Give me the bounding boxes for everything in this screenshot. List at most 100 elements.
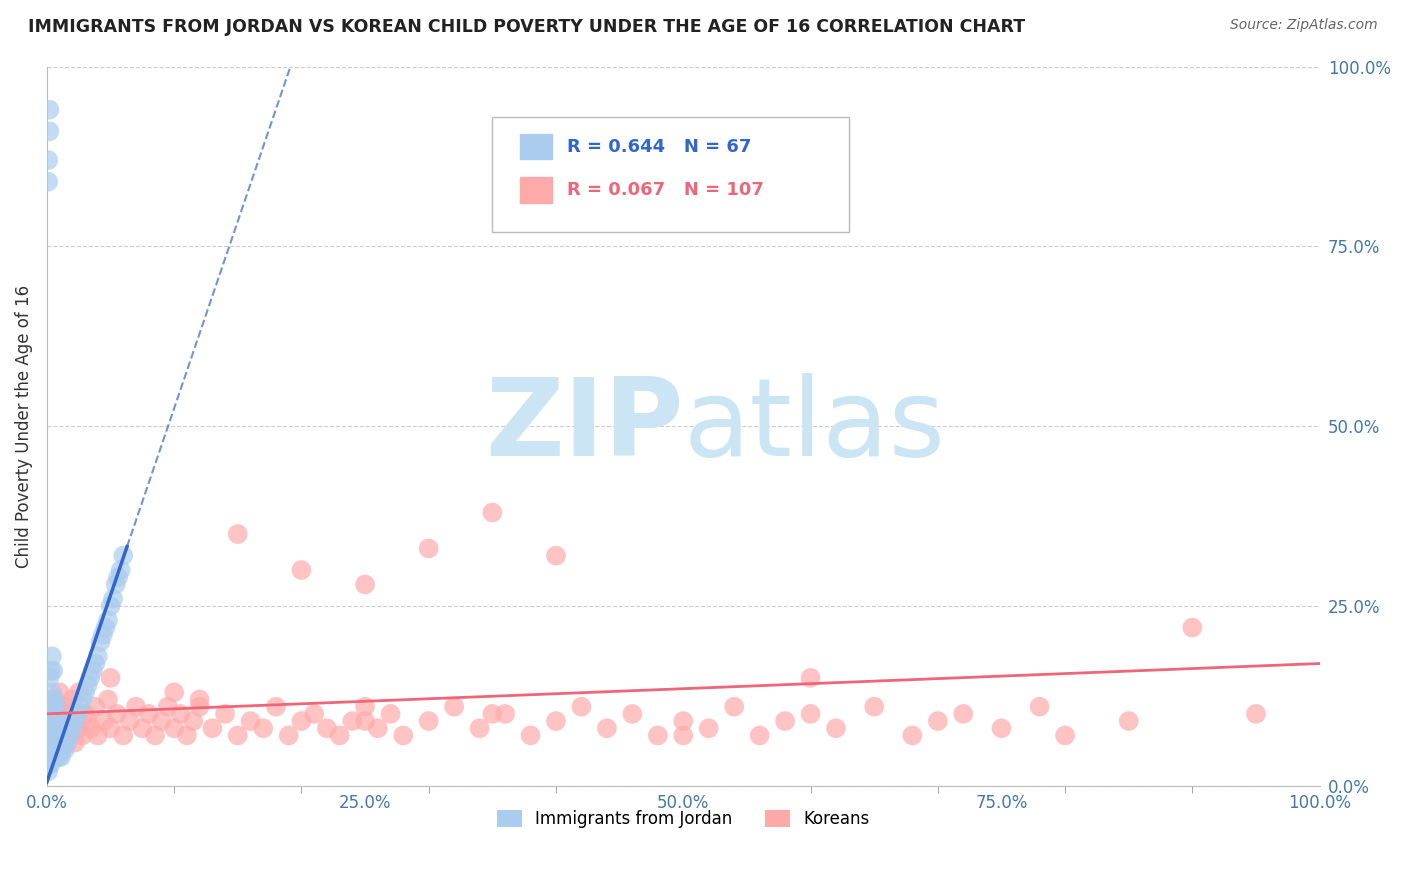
Point — [380, 706, 402, 721]
Point — [519, 728, 541, 742]
Point — [69, 699, 91, 714]
Point — [48, 685, 70, 699]
Point — [201, 721, 224, 735]
Point — [72, 728, 94, 742]
Point — [39, 736, 62, 750]
Point — [45, 728, 67, 742]
Point — [1118, 714, 1140, 728]
Point — [104, 577, 127, 591]
Point — [181, 714, 204, 728]
Point — [67, 685, 90, 699]
Point — [41, 728, 63, 742]
Point — [169, 706, 191, 721]
Point — [48, 714, 70, 728]
Point — [952, 706, 974, 721]
Point — [60, 692, 83, 706]
Text: atlas: atlas — [683, 373, 945, 479]
Legend: Immigrants from Jordan, Koreans: Immigrants from Jordan, Koreans — [489, 804, 877, 835]
Point — [799, 706, 821, 721]
Point — [621, 706, 644, 721]
Point — [45, 750, 67, 764]
Point — [418, 541, 440, 556]
Point — [46, 714, 69, 728]
Point — [42, 714, 65, 728]
Point — [39, 664, 62, 678]
Point — [107, 570, 129, 584]
Point — [990, 721, 1012, 735]
Point — [112, 549, 135, 563]
Point — [76, 714, 98, 728]
Point — [46, 743, 69, 757]
Point — [46, 736, 69, 750]
Point — [37, 721, 59, 735]
Point — [55, 728, 77, 742]
Point — [37, 692, 59, 706]
Point — [290, 563, 312, 577]
Point — [39, 699, 62, 714]
Point — [481, 706, 503, 721]
Point — [596, 721, 619, 735]
Point — [97, 692, 120, 706]
Point — [290, 714, 312, 728]
Point — [38, 124, 60, 138]
Point — [188, 699, 211, 714]
Point — [46, 750, 69, 764]
Text: IMMIGRANTS FROM JORDAN VS KOREAN CHILD POVERTY UNDER THE AGE OF 16 CORRELATION C: IMMIGRANTS FROM JORDAN VS KOREAN CHILD P… — [28, 18, 1025, 36]
Point — [37, 764, 59, 779]
Point — [239, 714, 262, 728]
Point — [38, 736, 60, 750]
Point — [329, 728, 352, 742]
Point — [66, 706, 89, 721]
Point — [277, 728, 299, 742]
Point — [84, 699, 107, 714]
Point — [52, 706, 75, 721]
Point — [647, 728, 669, 742]
Point — [41, 685, 63, 699]
Point — [45, 721, 67, 735]
Point — [143, 728, 166, 742]
Point — [163, 721, 186, 735]
Point — [105, 706, 128, 721]
Point — [46, 721, 69, 735]
Point — [773, 714, 796, 728]
Point — [41, 743, 63, 757]
Point — [53, 743, 76, 757]
Point — [94, 621, 117, 635]
Point — [52, 736, 75, 750]
Point — [354, 577, 377, 591]
Point — [354, 699, 377, 714]
Point — [39, 706, 62, 721]
Point — [226, 527, 249, 541]
Point — [42, 728, 65, 742]
Point — [392, 728, 415, 742]
Point — [342, 714, 364, 728]
Point — [39, 757, 62, 772]
Point — [39, 728, 62, 742]
Point — [316, 721, 339, 735]
Point — [37, 743, 59, 757]
Y-axis label: Child Poverty Under the Age of 16: Child Poverty Under the Age of 16 — [15, 285, 32, 567]
Point — [571, 699, 593, 714]
Point — [76, 678, 98, 692]
Point — [481, 506, 503, 520]
Point — [41, 649, 63, 664]
Point — [67, 721, 90, 735]
Point — [1244, 706, 1267, 721]
Point — [89, 635, 111, 649]
Point — [42, 692, 65, 706]
Text: ZIP: ZIP — [485, 373, 683, 479]
Text: Source: ZipAtlas.com: Source: ZipAtlas.com — [1230, 18, 1378, 32]
Point — [110, 563, 132, 577]
Point — [38, 706, 60, 721]
Point — [901, 728, 924, 742]
Point — [59, 728, 82, 742]
Point — [150, 714, 173, 728]
Point — [37, 721, 59, 735]
Point — [799, 671, 821, 685]
Point — [37, 757, 59, 772]
Text: R = 0.644   N = 67: R = 0.644 N = 67 — [568, 138, 752, 156]
Point — [544, 549, 567, 563]
Point — [42, 664, 65, 678]
Point — [46, 699, 69, 714]
Point — [188, 692, 211, 706]
